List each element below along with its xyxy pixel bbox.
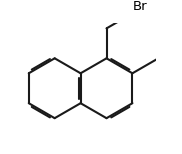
Text: Br: Br [133,0,148,13]
